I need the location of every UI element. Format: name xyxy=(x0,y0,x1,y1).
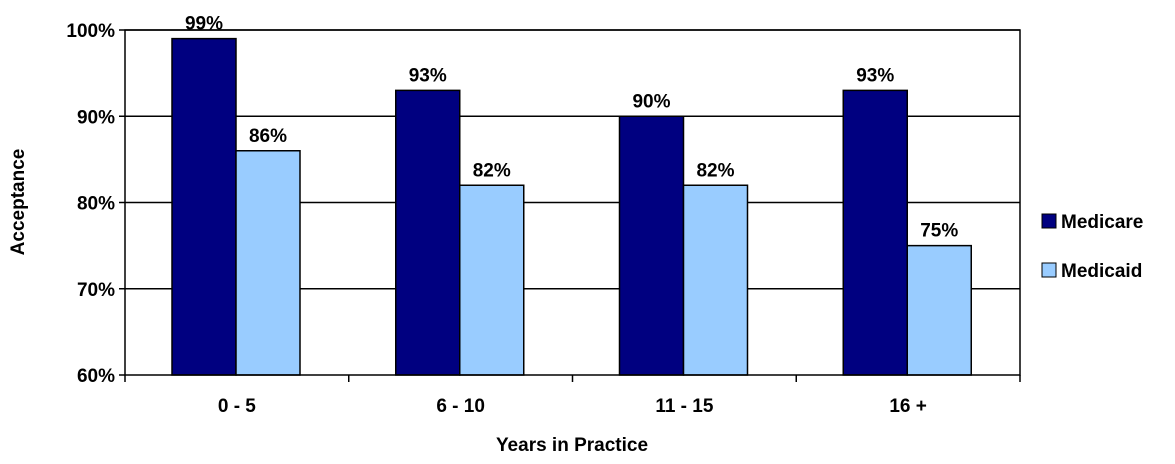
y-axis-title: Acceptance xyxy=(8,149,29,256)
data-label: 93% xyxy=(409,65,447,86)
bar-medicaid-3 xyxy=(906,244,972,376)
data-labels: 99% 93% 90% 93% 86% 82% 82% 75% xyxy=(185,14,958,242)
y-tick-label: 90% xyxy=(77,107,115,128)
bar-medicare-2 xyxy=(618,115,685,376)
y-tick-label: 60% xyxy=(77,366,115,387)
data-label: 82% xyxy=(696,160,734,181)
bar-medicaid-1 xyxy=(459,184,525,376)
bar-medicaid-0 xyxy=(235,150,301,376)
legend-swatch-medicaid xyxy=(1041,262,1057,278)
legend-swatch-medicare xyxy=(1041,213,1057,229)
bars xyxy=(171,37,972,376)
data-label: 93% xyxy=(856,65,894,86)
bar-medicare-1 xyxy=(395,89,461,376)
data-label: 75% xyxy=(920,221,958,242)
data-label: 82% xyxy=(473,160,511,181)
data-label: 99% xyxy=(185,14,223,35)
x-tick-label: 16 + xyxy=(889,396,927,417)
legend-label-medicare: Medicare xyxy=(1061,212,1143,233)
legend-label-medicaid: Medicaid xyxy=(1061,261,1142,282)
data-label: 86% xyxy=(249,126,287,147)
x-tick-label: 6 - 10 xyxy=(436,396,485,417)
y-tick-label: 100% xyxy=(66,21,115,42)
x-tick-label: 11 - 15 xyxy=(655,396,714,417)
axes: 60% 70% 80% 90% 100% 0 - 5 6 - 10 11 - 15 16 + xyxy=(66,21,1021,417)
legend: Medicare Medicaid xyxy=(1041,212,1143,282)
y-tick-label: 80% xyxy=(77,194,115,215)
bar-medicare-0 xyxy=(171,37,237,376)
y-tick-label: 70% xyxy=(77,280,115,301)
x-axis-title: Years in Practice xyxy=(496,435,648,456)
data-label: 90% xyxy=(632,91,670,112)
bar-medicaid-2 xyxy=(682,184,749,376)
bar-medicare-3 xyxy=(842,89,908,376)
x-tick-label: 0 - 5 xyxy=(218,396,256,417)
